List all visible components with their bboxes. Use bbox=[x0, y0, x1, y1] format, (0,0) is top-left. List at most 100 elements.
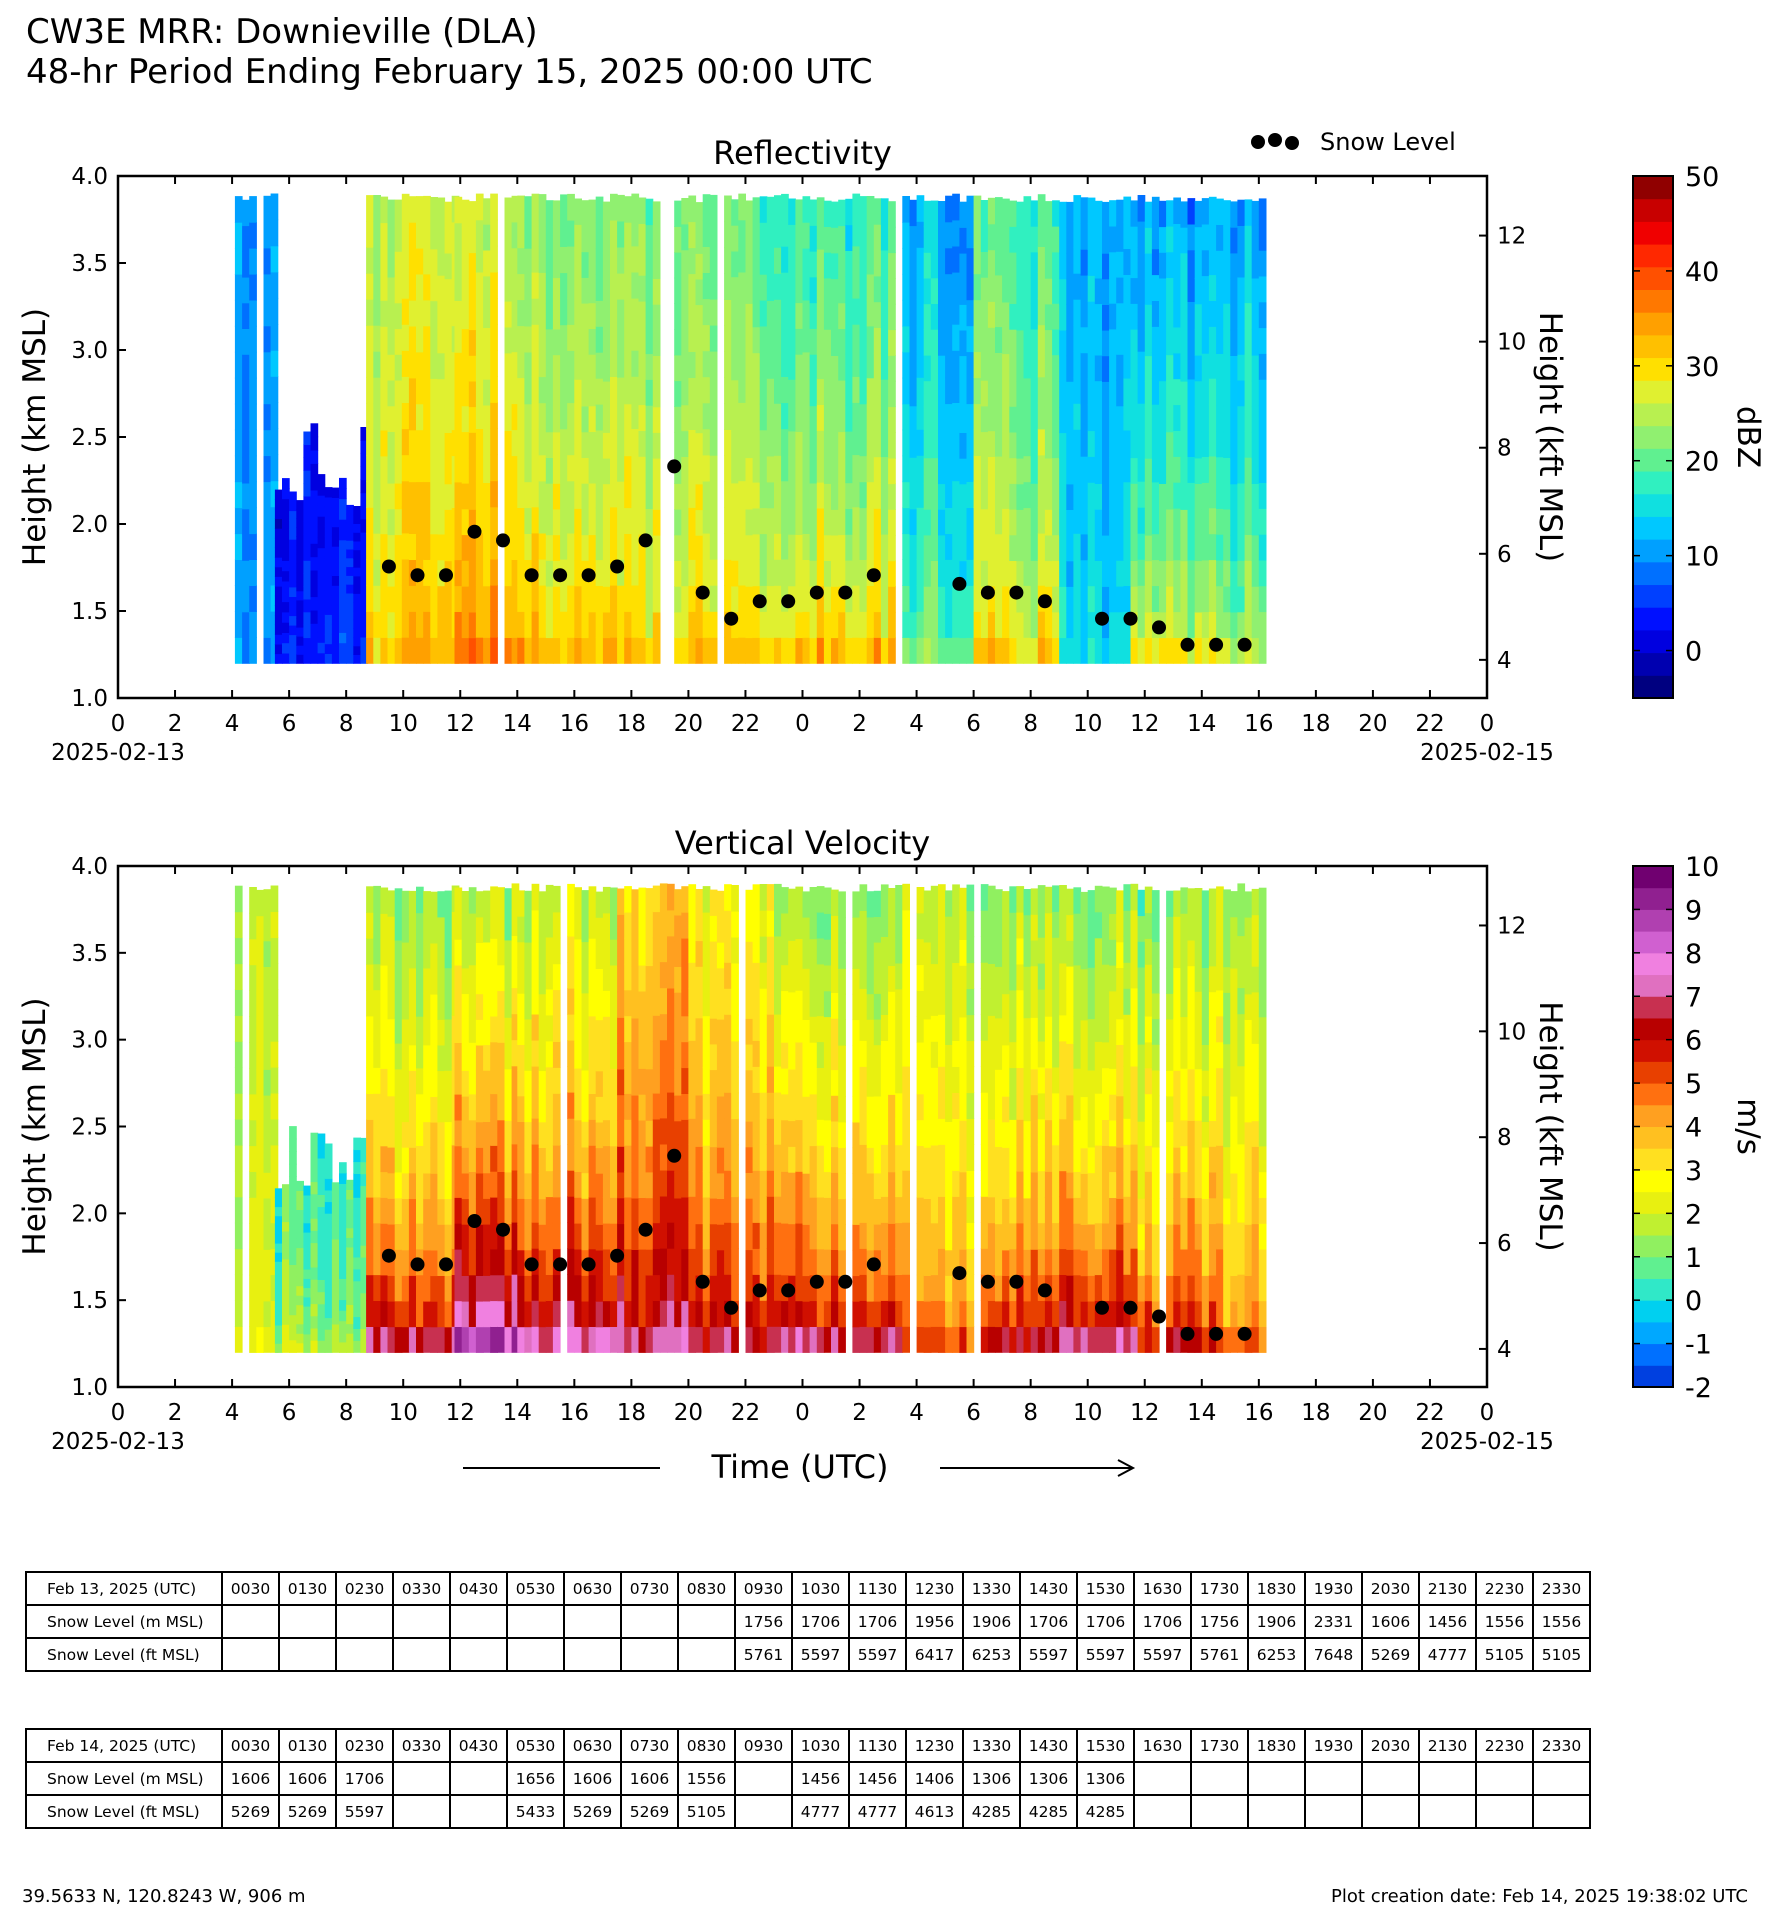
x-tick-label: 0 bbox=[1480, 1400, 1495, 1426]
table-value-cell: 5269 bbox=[221, 1794, 280, 1829]
x-tick-label: 14 bbox=[1187, 711, 1216, 737]
table-value-cell: 1456 bbox=[1418, 1604, 1477, 1639]
snow-level-point bbox=[581, 568, 596, 583]
table-value-cell: 1706 bbox=[1076, 1604, 1135, 1639]
x-tick-label: 18 bbox=[617, 1400, 646, 1426]
snow-level-point bbox=[1009, 1274, 1024, 1289]
table-value-cell: 5597 bbox=[1019, 1637, 1078, 1672]
table-value-cell: 1306 bbox=[1019, 1761, 1078, 1796]
table-value-cell: 1306 bbox=[1076, 1761, 1135, 1796]
table-value-cell: 5761 bbox=[1190, 1637, 1249, 1672]
table-value-cell: 1406 bbox=[905, 1761, 964, 1796]
table-value-cell: 1606 bbox=[620, 1761, 679, 1796]
table-value-cell bbox=[563, 1637, 622, 1672]
snow-level-point bbox=[980, 1274, 995, 1289]
snow-level-point bbox=[809, 585, 824, 600]
table-time-cell: 1430 bbox=[1019, 1571, 1078, 1606]
colorbar-tick-label: 10 bbox=[1685, 542, 1719, 573]
snow-level-point bbox=[1095, 1300, 1109, 1315]
table-value-cell: 1656 bbox=[506, 1761, 565, 1796]
x-tick-label: 4 bbox=[225, 711, 240, 737]
vertical-velocity-colorbar: -2 -1 0 1 2 3 4 5 6 7 8 9 10 m/s bbox=[1632, 852, 1766, 1404]
x-tick-label: 2 bbox=[168, 1400, 183, 1426]
table-value-cell: 6253 bbox=[1247, 1637, 1306, 1672]
table-value-cell: 4777 bbox=[848, 1794, 907, 1829]
table-value-cell bbox=[1532, 1794, 1591, 1829]
table-time-cell: 1830 bbox=[1247, 1728, 1306, 1763]
vertical-velocity-snow-level-points bbox=[381, 1148, 1252, 1341]
snow-level-point bbox=[1152, 1309, 1166, 1324]
table-value-cell bbox=[506, 1604, 565, 1639]
x-tick-label: 22 bbox=[1415, 711, 1444, 737]
colorbar-tick-label: 1 bbox=[1685, 1243, 1702, 1274]
table-value-cell: 4285 bbox=[1019, 1794, 1078, 1829]
table-time-cell: 0930 bbox=[734, 1571, 793, 1606]
colorbar-tick-label: 50 bbox=[1685, 162, 1719, 193]
snow-level-point bbox=[553, 1257, 568, 1272]
vertical-velocity-y2label: Height (kft MSL) bbox=[1532, 1001, 1568, 1252]
table-time-cell: 1330 bbox=[962, 1571, 1021, 1606]
table-value-cell: 5105 bbox=[677, 1794, 736, 1829]
table-time-cell: 0930 bbox=[734, 1728, 793, 1763]
snow-level-point bbox=[1095, 611, 1109, 626]
x-tick-label: 0 bbox=[1480, 711, 1495, 737]
y-tick-label: 3.5 bbox=[71, 251, 108, 277]
snow-level-point bbox=[610, 559, 625, 574]
table-value-cell: 1706 bbox=[791, 1604, 850, 1639]
table-value-cell: 5105 bbox=[1532, 1637, 1591, 1672]
colorbar-frame bbox=[1632, 175, 1674, 699]
x-tick-label: 16 bbox=[560, 711, 589, 737]
snow-level-point bbox=[410, 1257, 425, 1272]
x-tick-label: 6 bbox=[282, 1400, 297, 1426]
table-time-cell: 0730 bbox=[620, 1728, 679, 1763]
table-time-cell: 1430 bbox=[1019, 1728, 1078, 1763]
x-tick-label: 12 bbox=[1130, 711, 1159, 737]
snow-level-point bbox=[838, 1274, 853, 1289]
table-row: Snow Level (ft MSL) 5761 5597 5597 6417 6253 5… bbox=[25, 1637, 1591, 1672]
table-time-cell: 2330 bbox=[1532, 1571, 1591, 1606]
table-value-cell bbox=[1133, 1794, 1192, 1829]
table-value-cell bbox=[278, 1604, 337, 1639]
table-value-cell: 1606 bbox=[563, 1761, 622, 1796]
snow-level-point bbox=[553, 568, 568, 583]
table-time-cell: 1130 bbox=[848, 1571, 907, 1606]
x-tick-label: 0 bbox=[795, 1400, 810, 1426]
legend-label: Snow Level bbox=[1320, 128, 1456, 156]
snow-level-point bbox=[667, 459, 682, 474]
snow-level-point bbox=[410, 568, 425, 583]
y2-tick-label: 6 bbox=[1497, 542, 1512, 568]
table-value-cell: 7648 bbox=[1304, 1637, 1363, 1672]
table-value-cell: 5105 bbox=[1475, 1637, 1534, 1672]
table-value-cell bbox=[1247, 1794, 1306, 1829]
time-axis-label: Time (UTC) bbox=[463, 1448, 1136, 1486]
table-value-cell: 1706 bbox=[848, 1604, 907, 1639]
x-tick-label: 12 bbox=[446, 711, 475, 737]
y-tick-label: 1.0 bbox=[71, 686, 108, 712]
x-tick-label: 14 bbox=[503, 711, 532, 737]
table-time-cell: 0730 bbox=[620, 1571, 679, 1606]
x-tick-label: 0 bbox=[111, 1400, 126, 1426]
y2-tick-label: 10 bbox=[1497, 1019, 1526, 1045]
table-value-cell: 4285 bbox=[962, 1794, 1021, 1829]
snow-level-point bbox=[752, 1283, 767, 1298]
colorbar-tick-label: 2 bbox=[1685, 1199, 1702, 1230]
reflectivity-colorbar-label: dBZ bbox=[1730, 406, 1766, 468]
snow-level-point bbox=[638, 533, 653, 548]
table-value-cell: 1306 bbox=[962, 1761, 1021, 1796]
table-time-cell: 0830 bbox=[677, 1571, 736, 1606]
y-tick-label: 3.0 bbox=[71, 338, 108, 364]
reflectivity-field bbox=[234, 193, 1267, 664]
snow-level-table-feb14: Feb 14, 2025 (UTC) 0030 0130 0230 0330 0430 05… bbox=[25, 1728, 1591, 1829]
reflectivity-snow-level-points bbox=[381, 459, 1252, 652]
snow-level-point bbox=[1037, 1283, 1052, 1298]
x-tick-label: 14 bbox=[1187, 1400, 1216, 1426]
x-tick-label: 8 bbox=[1023, 1400, 1038, 1426]
colorbar-tick-label: 20 bbox=[1685, 447, 1719, 478]
y2-tick-label: 12 bbox=[1497, 224, 1526, 250]
table-row: Snow Level (m MSL) 1606 1606 1706 1656 1606 16… bbox=[25, 1761, 1591, 1796]
table-value-cell bbox=[449, 1794, 508, 1829]
colorbar-tick-label: 0 bbox=[1685, 637, 1702, 668]
table-value-cell: 1456 bbox=[848, 1761, 907, 1796]
table-value-cell bbox=[1190, 1761, 1249, 1796]
colorbar-tick-label: 8 bbox=[1685, 939, 1702, 970]
